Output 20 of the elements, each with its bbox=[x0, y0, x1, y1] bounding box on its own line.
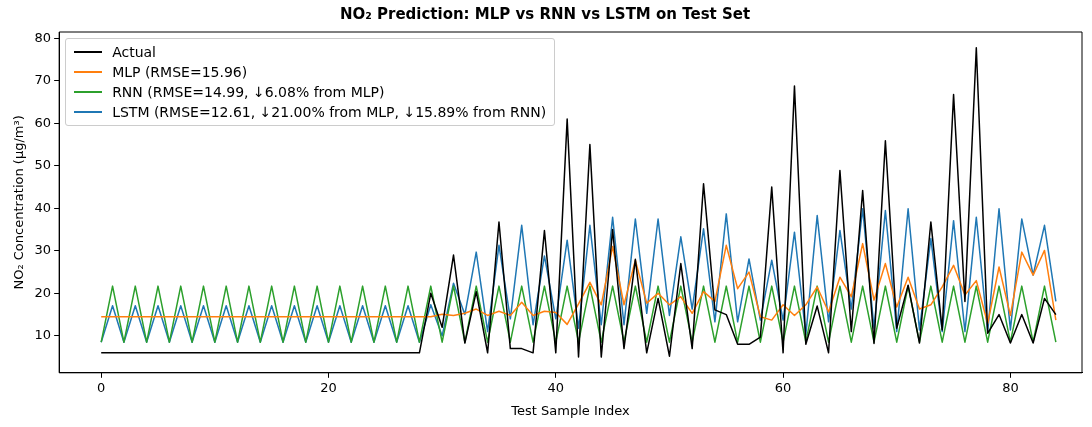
legend-label: RNN (RMSE=14.99, ↓6.08% from MLP) bbox=[112, 83, 385, 102]
y-tick-label: 80 bbox=[34, 29, 52, 45]
y-tick-label: 20 bbox=[34, 284, 52, 300]
x-tick-label: 40 bbox=[547, 379, 565, 395]
chart-title: NO₂ Prediction: MLP vs RNN vs LSTM on Test Set bbox=[339, 4, 751, 23]
x-tick-label: 60 bbox=[774, 379, 792, 395]
y-tick-label: 30 bbox=[34, 242, 52, 258]
x-tick-label: 80 bbox=[1002, 379, 1019, 395]
y-tick-label: 40 bbox=[34, 199, 52, 215]
y-tick-label: 10 bbox=[34, 327, 52, 343]
x-tick-label: 0 bbox=[97, 379, 106, 395]
legend-label: LSTM (RMSE=12.61, ↓21.00% from MLP, ↓15.89% from RNN) bbox=[112, 103, 547, 122]
y-axis-title: NO₂ Concentration (μg/m³) bbox=[11, 115, 27, 290]
legend-label: MLP (RMSE=15.96) bbox=[112, 63, 248, 82]
x-tick-label: 20 bbox=[320, 379, 337, 395]
y-tick-label: 70 bbox=[34, 72, 52, 88]
y-tick-label: 50 bbox=[34, 157, 52, 173]
y-tick-label: 60 bbox=[34, 114, 52, 130]
legend-label: Actual bbox=[112, 43, 156, 62]
x-axis-title: Test Sample Index bbox=[510, 402, 631, 418]
